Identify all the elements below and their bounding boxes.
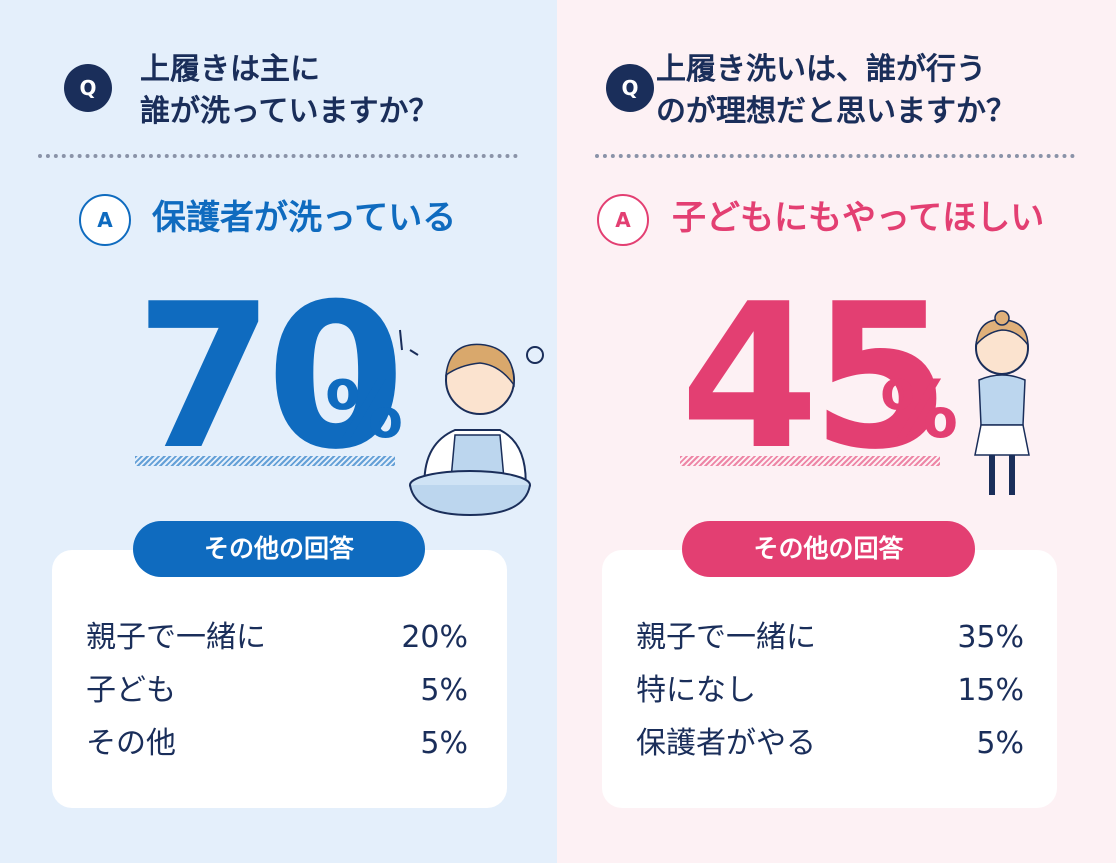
question-line: 上履きは主に [140,52,320,87]
divider [38,154,518,158]
answer: 保護者が洗っている [152,198,457,238]
underline [135,456,395,466]
left-panel: Q 上履きは主に誰が洗っていますか？ A 保護者が洗っている 70% その他の回答親子で一… [0,0,557,863]
other-value: 35% [957,620,1024,655]
others-box [602,550,1057,808]
other-label: その他 [86,726,176,761]
percent-sign: % [325,366,404,456]
other-value: 5% [420,673,468,708]
answer: 子どもにもやってほしい [672,198,1045,238]
other-label: 特になし [636,673,756,708]
right-panel: Q 上履き洗いは、誰が行う のが理想だと思いますか？ A 子どもにもやってほしい 45% そ… [557,0,1116,863]
big-number: 45 [680,261,950,494]
percent-sign: % [880,366,959,456]
q-badge: Q [64,64,112,112]
a-badge: A [597,194,649,246]
question-line: 上履き洗いは、誰が行う [656,52,986,87]
illustration-child [974,310,1030,495]
big-number: 70 [135,261,405,494]
other-value: 15% [957,673,1024,708]
other-value: 5% [976,726,1024,761]
other-label: 親子で一緒に [636,620,816,655]
question-line: のが理想だと思いますか？ [656,94,1016,129]
question-line: 誰が洗っていますか？ [140,94,439,129]
underline [680,456,940,466]
other-value: 20% [401,620,468,655]
other-label: 子ども [86,673,176,708]
other-label: 親子で一緒に [86,620,266,655]
q-badge: Q [606,64,654,112]
divider [595,154,1075,158]
others-box [52,550,507,808]
a-badge: A [79,194,131,246]
illustration-parent [384,329,544,517]
others-title: その他の回答 [133,521,425,577]
other-value: 5% [420,726,468,761]
other-label: 保護者がやる [636,726,816,761]
others-title: その他の回答 [682,521,975,577]
